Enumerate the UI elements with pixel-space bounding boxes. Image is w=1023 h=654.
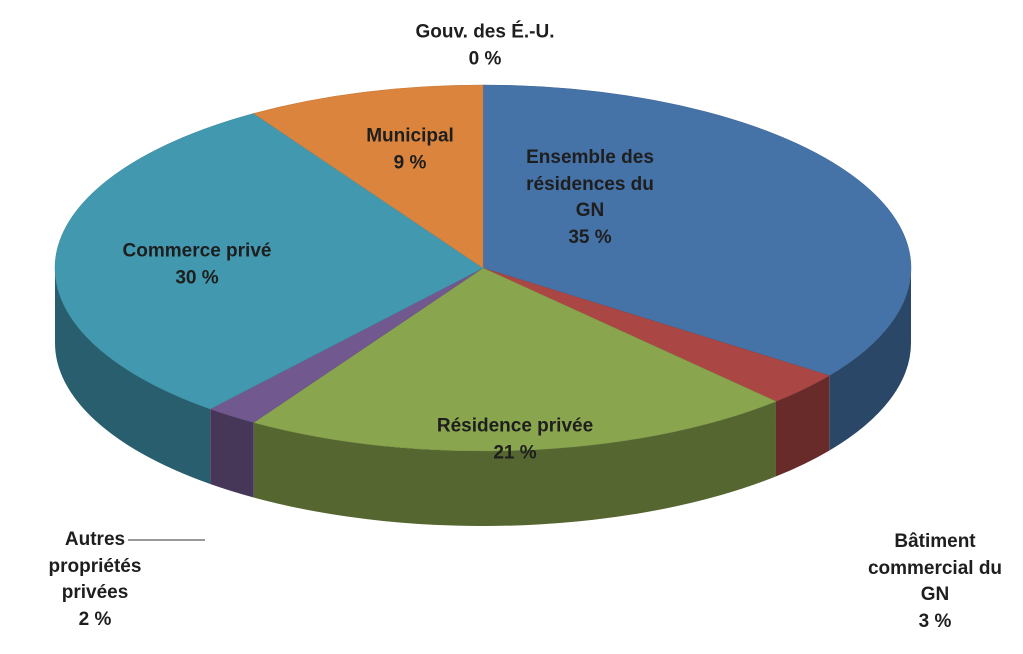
slice-value: 0 %: [468, 48, 502, 69]
slice-name: Bâtiment commercial du GN: [867, 530, 1003, 605]
slice-name: Commerce privé: [122, 240, 272, 262]
slice-name: Municipal: [366, 125, 454, 147]
pie-side: [253, 401, 776, 526]
slice-label: Bâtiment commercial du GN 3 %: [858, 529, 1013, 635]
slice-label: Résidence privée 21 %: [385, 413, 645, 466]
pie-side: [210, 409, 254, 498]
slice-value: 30 %: [175, 267, 219, 288]
pie-slice: [253, 267, 777, 452]
slice-value: 3 %: [918, 610, 952, 632]
slice-name: Autres propriétés privées: [48, 528, 142, 603]
pie-side: [55, 268, 211, 485]
slice-value: 2 %: [78, 608, 112, 630]
pie-side: [829, 268, 911, 451]
slice-value: 9 %: [393, 152, 427, 173]
slice-name: Ensemble des résidences du GN: [526, 146, 654, 221]
slice-label: Commerce privé 30 %: [82, 238, 312, 291]
slice-name: Résidence privée: [436, 415, 594, 437]
pie-slice: [482, 84, 912, 376]
slice-label: Municipal 9 %: [345, 123, 475, 176]
slice-label: Gouv. des É.-U. 0 %: [365, 19, 605, 72]
pie-side: [775, 375, 830, 477]
slice-label: Autres propriétés privées 2 %: [38, 527, 153, 633]
slice-name: Gouv. des É.-U.: [415, 21, 555, 43]
slice-value: 21 %: [493, 442, 537, 463]
slice-value: 35 %: [568, 226, 612, 248]
slice-label: Ensemble des résidences du GN 35 %: [510, 145, 670, 251]
pie-slice: [54, 113, 484, 410]
pie-slice: [253, 84, 484, 269]
